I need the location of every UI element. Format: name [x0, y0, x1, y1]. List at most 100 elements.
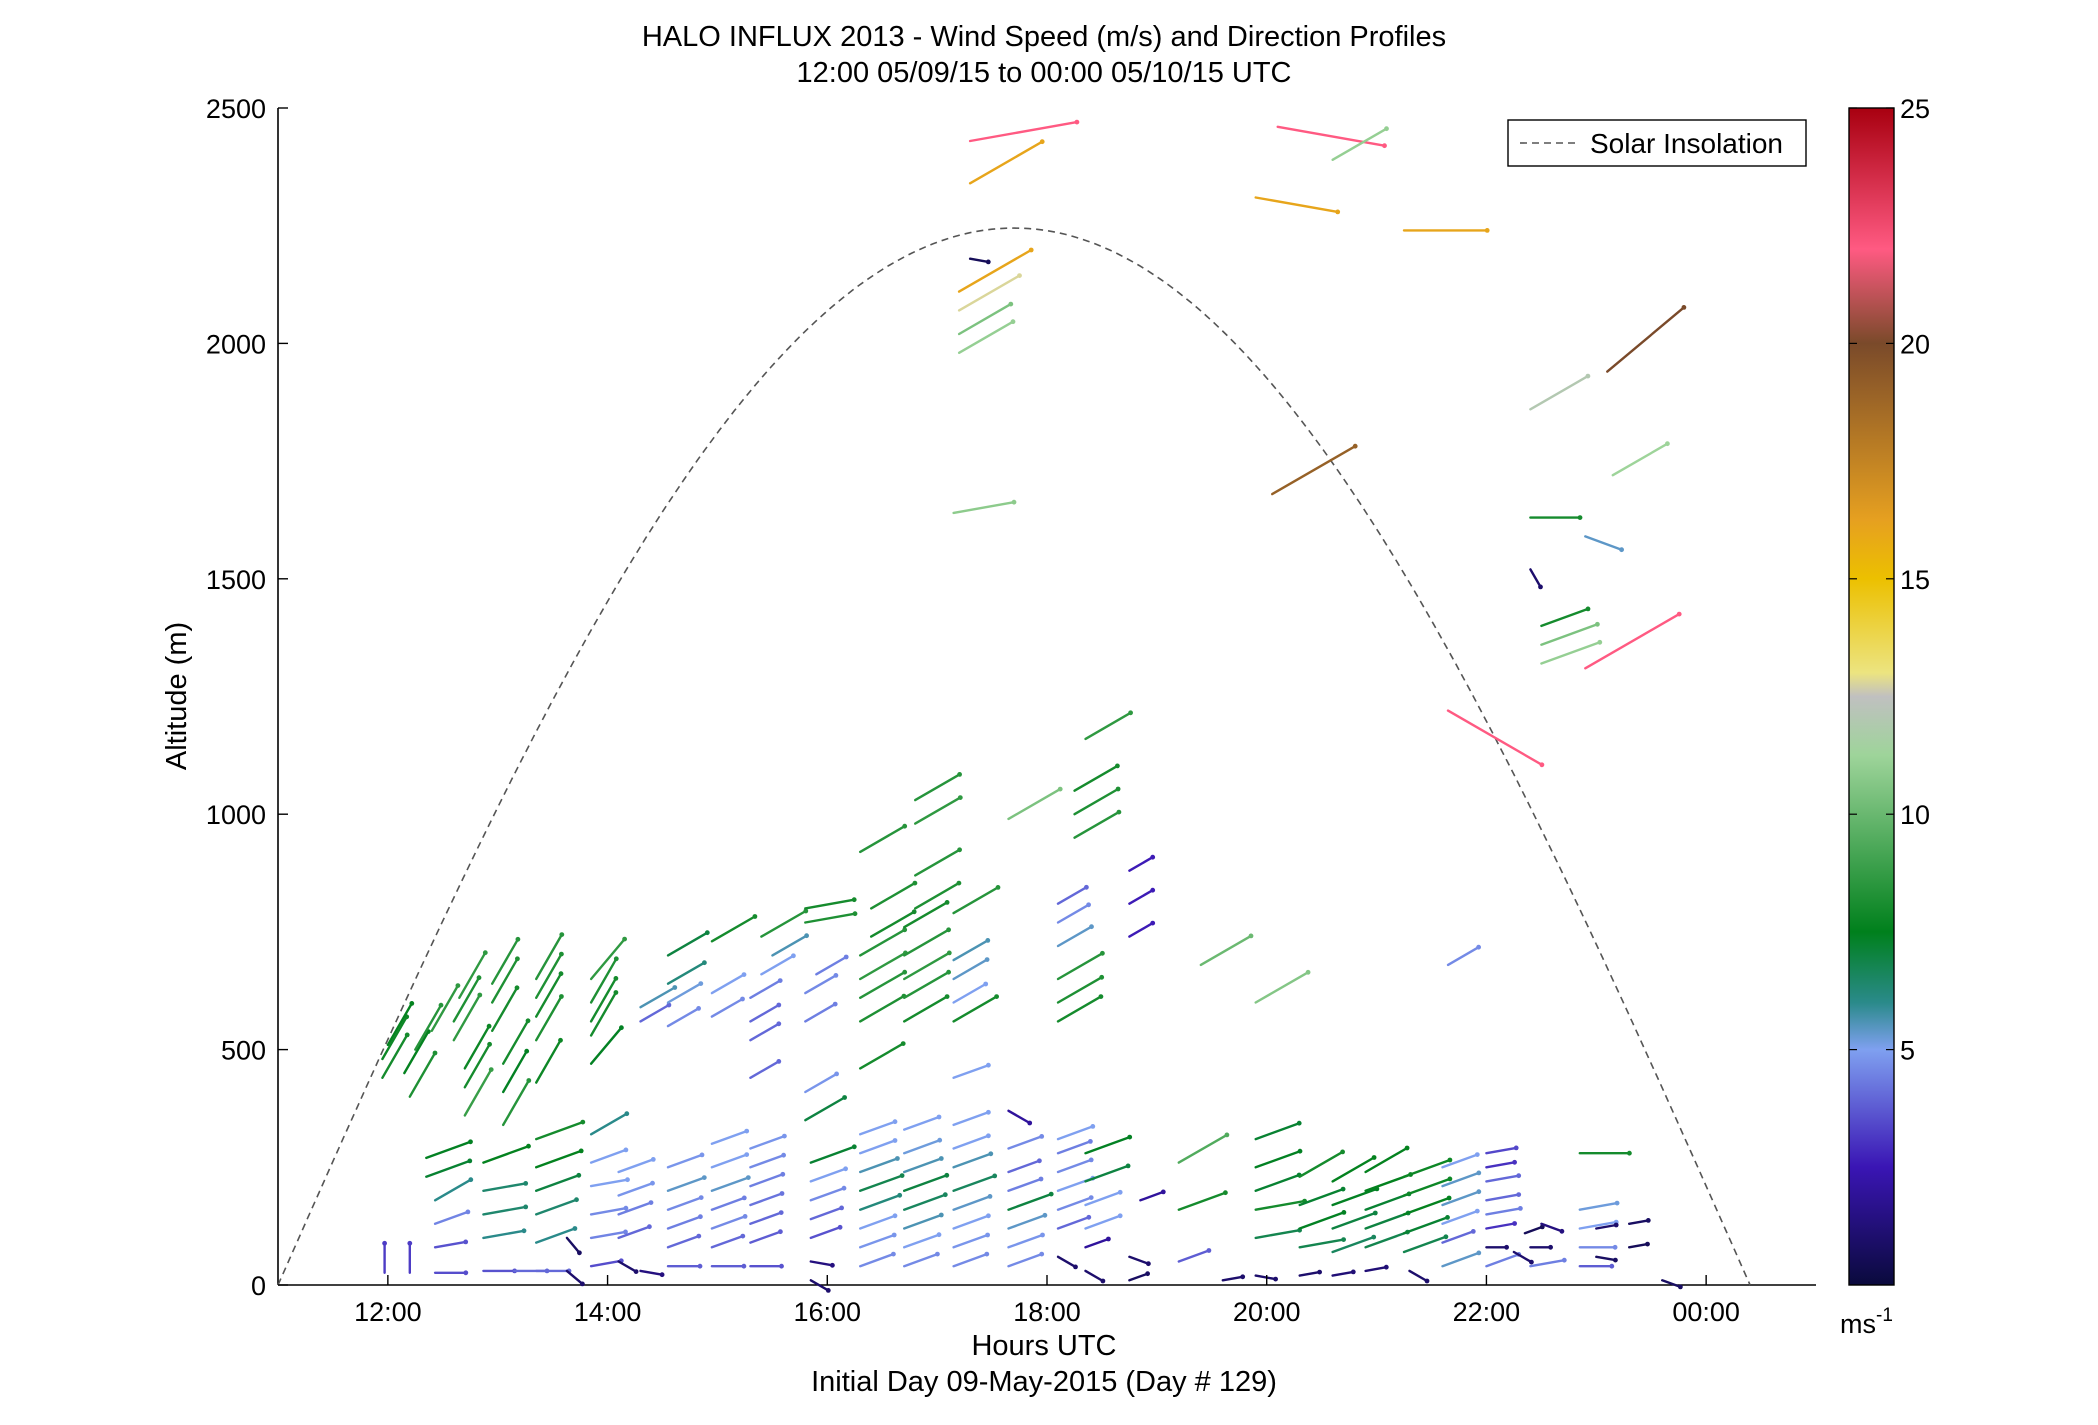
wind-vector — [1056, 1216, 1091, 1230]
wind-vector-head — [742, 1214, 748, 1219]
wind-vector-head — [740, 996, 745, 1002]
colorbar-unit: ms-1 — [1840, 1305, 1893, 1339]
wind-vector-head — [779, 1263, 784, 1269]
wind-vector-head — [1447, 1176, 1453, 1182]
wind-vector — [433, 1240, 467, 1249]
wind-vector — [952, 1195, 992, 1211]
wind-vector-head — [574, 1197, 579, 1203]
wind-vector-head — [1039, 1251, 1045, 1257]
wind-vector-head — [1273, 1276, 1278, 1282]
wind-vector-head — [780, 1171, 786, 1177]
wind-vector-head — [1529, 1259, 1534, 1265]
wind-vector-head — [1038, 1176, 1044, 1182]
wind-vector-head — [1008, 301, 1014, 307]
wind-vector — [535, 1174, 580, 1193]
wind-vector-head — [902, 927, 908, 933]
wind-vector-head — [1613, 1222, 1619, 1228]
wind-vector — [1177, 1249, 1211, 1263]
wind-vector-head — [619, 1025, 624, 1031]
wind-vector-head — [833, 973, 839, 978]
wind-vector — [502, 1049, 528, 1094]
wind-vector — [1331, 1235, 1375, 1254]
wind-vector-head — [776, 1059, 782, 1064]
wind-vector-head — [1476, 1189, 1482, 1195]
wind-vector-head — [559, 932, 565, 937]
wind-vector-head — [1090, 1124, 1096, 1129]
wind-vector — [1007, 1159, 1041, 1174]
wind-vector-head — [1048, 1191, 1054, 1197]
wind-vector-head — [1089, 924, 1094, 930]
wind-vector — [1364, 1146, 1409, 1174]
wind-vector-head — [745, 1175, 751, 1180]
wind-vector-head — [1340, 1149, 1345, 1155]
wind-vector-head — [1516, 1192, 1522, 1197]
wind-vector — [1584, 535, 1623, 551]
wind-vector — [1254, 971, 1310, 1004]
wind-vector — [1364, 1211, 1410, 1230]
wind-vector-head — [741, 972, 747, 977]
wind-vector — [491, 957, 519, 1004]
wind-vector-head — [778, 1229, 783, 1235]
wind-vector-head — [1614, 1200, 1620, 1206]
wind-vector-head — [1100, 950, 1105, 956]
wind-vector — [666, 961, 706, 985]
wind-vector-head — [407, 1240, 413, 1246]
wind-vector-head — [558, 971, 564, 977]
wind-vector-head — [1516, 1173, 1522, 1179]
wind-vector — [1485, 1146, 1518, 1155]
wind-vector-head — [698, 981, 704, 986]
wind-vector — [1364, 1230, 1409, 1249]
wind-vector-head — [704, 930, 710, 936]
wind-vector-head — [559, 951, 564, 957]
wind-vector-head — [777, 978, 783, 983]
wind-vector — [403, 1030, 430, 1075]
wind-vector — [710, 915, 757, 943]
wind-vector — [1595, 1223, 1618, 1230]
wind-vector — [749, 1173, 784, 1188]
wind-vector — [425, 1140, 472, 1160]
wind-vector-head — [622, 936, 627, 942]
wind-vector — [381, 1015, 408, 1061]
wind-vector — [433, 1178, 472, 1202]
wind-vector — [968, 140, 1044, 185]
wind-vector-head — [1098, 994, 1104, 999]
x-tick-label: 22:00 — [1453, 1297, 1521, 1327]
wind-vector — [804, 898, 856, 910]
wind-vector — [952, 1134, 990, 1150]
wind-vector — [1485, 1222, 1516, 1230]
wind-vector — [1084, 1214, 1122, 1230]
wind-vector-head — [467, 1158, 473, 1164]
wind-vector — [482, 1144, 530, 1164]
wind-vector — [952, 958, 989, 981]
wind-vector-head — [986, 1109, 991, 1115]
wind-vector — [749, 1134, 786, 1150]
wind-vector — [408, 1051, 437, 1098]
wind-vector — [1529, 1258, 1566, 1268]
wind-vector-head — [625, 1177, 630, 1183]
wind-vector-head — [936, 1232, 942, 1238]
wind-vector — [535, 1227, 577, 1244]
wind-vector-head — [834, 1071, 839, 1077]
wind-vector — [957, 274, 1021, 312]
wind-vector-head — [985, 938, 991, 943]
wind-vector-head — [526, 1078, 532, 1083]
wind-vector — [1056, 1125, 1095, 1141]
wind-vector — [952, 995, 998, 1023]
wind-vector — [1128, 1272, 1149, 1282]
wind-vector-head — [1317, 1269, 1322, 1275]
wind-vector-head — [524, 1048, 530, 1054]
wind-vector — [1254, 1121, 1301, 1141]
wind-vector-head — [613, 990, 619, 995]
wind-vector — [463, 1043, 491, 1089]
wind-vector — [859, 1214, 897, 1230]
wind-vector-head — [623, 1229, 628, 1235]
chart-title: HALO INFLUX 2013 - Wind Speed (m/s) and … — [642, 21, 1446, 53]
wind-vector — [1007, 1135, 1043, 1150]
wind-vector — [1331, 1211, 1377, 1230]
wind-vector-head — [404, 1032, 410, 1038]
wind-vector-head — [1613, 1257, 1618, 1263]
solar-insolation-curve — [277, 227, 1751, 1286]
wind-vector — [859, 1042, 905, 1070]
wind-vector-head — [1474, 1152, 1480, 1157]
wind-vector — [749, 1003, 780, 1023]
